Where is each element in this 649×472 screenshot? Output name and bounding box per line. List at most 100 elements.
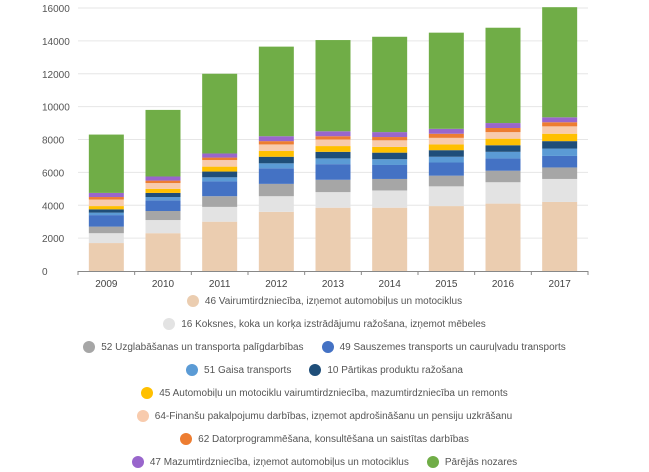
bar-segment: [485, 170, 521, 183]
bar-segment: [372, 140, 408, 147]
legend-label: 47 Mazumtirdzniecība, izņemot automobiļu…: [149, 456, 409, 468]
y-tick-label: 2000: [42, 234, 65, 245]
bar-segment: [315, 179, 351, 193]
legend-swatch: [163, 318, 176, 330]
bar-segment: [258, 136, 294, 142]
bar-segment: [202, 171, 238, 178]
y-tick-label: 0: [42, 267, 48, 278]
legend-item[interactable]: 64-Finanšu pakalpojumu darbības, izņemot…: [136, 410, 513, 422]
legend-item[interactable]: 45 Automobiļu un motociklu vairumtirdzni…: [141, 387, 508, 399]
legend-item[interactable]: Pārējās nozares: [426, 456, 517, 468]
legend-label: 51 Gaisa transports: [204, 364, 292, 376]
bar-segment: [202, 221, 238, 271]
bar-segment: [202, 181, 238, 197]
bar-segment: [88, 199, 124, 207]
bar-segment: [315, 40, 351, 132]
bar-segment: [258, 144, 294, 152]
bar-segment: [88, 197, 124, 200]
bar-segment: [428, 175, 464, 187]
bar-segment: [202, 153, 238, 158]
bar-segment: [258, 156, 294, 164]
legend-item[interactable]: 16 Koksnes, koka un korķa izstrādājumu r…: [163, 318, 486, 330]
y-tick-label: 14000: [42, 37, 70, 48]
bar-segment: [88, 134, 124, 193]
bar-segment: [372, 146, 408, 153]
bar-segment: [202, 196, 238, 207]
x-tick-label: 2014: [379, 279, 402, 290]
bar-segment: [145, 109, 181, 177]
legend-swatch: [426, 456, 439, 468]
bar-segment: [202, 177, 238, 182]
bar-segment: [485, 203, 521, 271]
y-tick-label: 10000: [42, 103, 70, 114]
bar-segment: [258, 211, 294, 271]
bar-segment: [485, 127, 521, 133]
bar-segment: [258, 168, 294, 184]
y-tick-label: 16000: [42, 4, 70, 15]
x-tick-label: 2009: [95, 279, 118, 290]
bar-segment: [428, 128, 464, 134]
bar-segment: [315, 158, 351, 165]
legend-label: 64-Finanšu pakalpojumu darbības, izņemot…: [154, 410, 513, 422]
bar-segment: [428, 186, 464, 207]
bar-segment: [485, 123, 521, 128]
legend-item[interactable]: 49 Sauszemes transports un cauruļvadu tr…: [321, 341, 566, 353]
legend-item[interactable]: 62 Datorprogrammēšana, konsultēšana un s…: [180, 433, 469, 445]
legend-row: 16 Koksnes, koka un korķa izstrādājumu r…: [0, 318, 649, 330]
bar-segment: [88, 226, 124, 234]
legend-row: 62 Datorprogrammēšana, konsultēšana un s…: [0, 433, 649, 445]
x-tick-label: 2016: [492, 279, 515, 290]
bar-segment: [145, 176, 181, 181]
legend-item[interactable]: 52 Uzglabāšanas un transporta palīgdarbī…: [83, 341, 304, 353]
bar-segment: [542, 167, 578, 179]
legend-swatch: [141, 387, 154, 399]
bar-segment: [145, 183, 181, 189]
legend-item[interactable]: 47 Mazumtirdzniecība, izņemot automobiļu…: [131, 456, 409, 468]
bar-segment: [202, 166, 238, 172]
bar-segment: [542, 148, 578, 156]
legend-label: 10 Pārtikas produktu ražošana: [327, 364, 463, 376]
legend-row: 46 Vairumtirdzniecība, izņemot automobiļ…: [0, 295, 649, 307]
legend-swatch: [83, 341, 96, 353]
legend-swatch: [131, 456, 144, 468]
bar-segment: [145, 220, 181, 234]
bar-segment: [485, 145, 521, 152]
bar-segment: [145, 233, 181, 271]
bar-segment: [372, 152, 408, 160]
legend-swatch: [186, 295, 199, 307]
bar-segment: [542, 201, 578, 271]
legend-swatch: [186, 364, 199, 376]
bar-segment: [315, 139, 351, 147]
bar-segment: [88, 243, 124, 271]
bar-segment: [542, 141, 578, 149]
legend-swatch: [321, 341, 334, 353]
bar-segment: [258, 46, 294, 137]
bar-segment: [542, 117, 578, 123]
bar-segment: [428, 156, 464, 163]
legend-row: 45 Automobiļu un motociklu vairumtirdzni…: [0, 387, 649, 399]
legend-swatch: [309, 364, 322, 376]
legend-item[interactable]: 10 Pārtikas produktu ražošana: [309, 364, 463, 376]
y-tick-label: 12000: [42, 70, 70, 81]
bar-segment: [485, 182, 521, 204]
bar-segment: [145, 197, 181, 201]
x-tick-label: 2017: [549, 279, 572, 290]
y-tick-label: 4000: [42, 201, 65, 212]
bar-segment: [542, 122, 578, 127]
legend-item[interactable]: 46 Vairumtirdzniecība, izņemot automobiļ…: [186, 295, 462, 307]
bar-segment: [315, 192, 351, 208]
legend-label: 49 Sauszemes transports un cauruļvadu tr…: [339, 341, 566, 353]
bar-segment: [145, 188, 181, 193]
legend-label: 52 Uzglabāšanas un transporta palīgdarbī…: [101, 341, 304, 353]
bar-segment: [258, 151, 294, 157]
bar-segment: [372, 137, 408, 141]
bar-segment: [258, 183, 294, 197]
bar-segment: [372, 132, 408, 138]
bar-segment: [485, 138, 521, 146]
legend-swatch: [180, 433, 193, 445]
bar-segment: [428, 32, 464, 129]
bar-segment: [202, 73, 238, 154]
bar-segment: [315, 151, 351, 159]
legend-item[interactable]: 51 Gaisa transports: [186, 364, 291, 376]
